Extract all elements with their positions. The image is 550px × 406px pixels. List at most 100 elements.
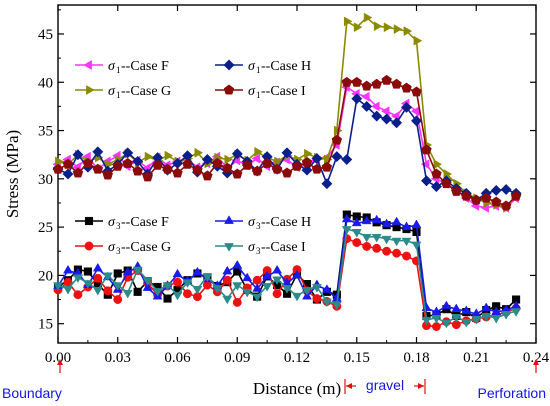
- data-point: [471, 194, 482, 205]
- perforation-annotation: Perforation: [478, 359, 546, 401]
- x-tick-label: 0.15: [344, 350, 370, 366]
- data-point: [481, 192, 492, 203]
- series-3: [52, 74, 522, 211]
- x-tick-label: 0.00: [45, 350, 71, 366]
- legend-entry: σ 3 --Case F: [75, 215, 169, 231]
- data-point: [343, 16, 353, 27]
- series-layer: [52, 12, 522, 332]
- data-point: [122, 289, 133, 299]
- data-point: [291, 160, 303, 171]
- legend-entry: σ 1 --Case F: [75, 59, 169, 75]
- legend-marker: [224, 243, 234, 252]
- data-point: [232, 297, 242, 307]
- data-point: [261, 157, 273, 168]
- data-point: [113, 269, 122, 278]
- data-point: [272, 289, 282, 299]
- x-tick-label: 0.24: [523, 350, 550, 366]
- y-axis-title: Stress (MPa): [3, 130, 22, 218]
- data-point: [431, 168, 442, 179]
- data-point: [202, 170, 213, 181]
- data-point: [72, 149, 84, 161]
- data-point: [73, 290, 83, 300]
- legend-marker: [224, 215, 234, 224]
- data-point: [321, 298, 332, 308]
- data-point: [490, 184, 502, 196]
- legend-entry: σ 1 --Case G: [75, 84, 171, 100]
- data-point: [391, 216, 402, 226]
- legend-subscript: 1: [116, 65, 121, 75]
- data-point: [281, 167, 293, 178]
- data-point: [212, 157, 223, 168]
- data-point: [411, 86, 422, 97]
- legend-entry: σ 1 --Case I: [215, 84, 306, 100]
- data-point: [83, 267, 92, 276]
- data-point: [222, 295, 233, 305]
- y-tick-label: 35: [38, 124, 53, 140]
- legend-symbol: σ: [108, 59, 116, 74]
- data-point: [393, 24, 403, 35]
- data-point: [341, 153, 353, 166]
- data-point: [62, 168, 74, 180]
- data-point: [381, 113, 393, 125]
- legend-entry: σ 3 --Case H: [215, 215, 311, 231]
- data-point: [242, 159, 253, 170]
- data-point: [511, 308, 522, 317]
- data-point: [92, 163, 104, 174]
- data-point: [173, 277, 182, 287]
- data-point: [232, 282, 243, 291]
- x-tick-label: 0.12: [284, 350, 310, 366]
- data-point: [461, 190, 472, 201]
- data-point: [500, 183, 512, 196]
- legend-subscript: 3: [116, 221, 121, 231]
- data-point: [421, 144, 432, 155]
- data-point: [353, 22, 363, 33]
- data-point: [371, 110, 383, 122]
- data-point: [441, 319, 452, 329]
- data-point: [232, 260, 243, 269]
- y-tick-label: 20: [38, 268, 53, 284]
- data-point: [451, 314, 462, 323]
- data-point: [351, 217, 362, 227]
- data-point: [192, 266, 203, 276]
- data-point: [381, 74, 392, 85]
- data-point: [401, 237, 412, 247]
- data-point: [351, 93, 363, 105]
- legend-subscript: 3: [256, 246, 261, 256]
- data-point: [471, 316, 482, 325]
- data-point: [510, 190, 522, 201]
- data-point: [311, 163, 323, 174]
- data-point: [63, 286, 73, 295]
- data-point: [142, 282, 153, 291]
- legend-marker: [84, 241, 94, 251]
- legend-label: --Case I: [261, 84, 306, 99]
- data-point: [402, 251, 411, 261]
- legend-entry: σ 1 --Case H: [215, 59, 311, 75]
- series-7: [53, 226, 522, 329]
- data-point: [55, 156, 64, 167]
- x-tick-label: 0.06: [164, 350, 191, 366]
- data-point: [164, 150, 174, 161]
- data-point: [72, 274, 83, 284]
- data-point: [92, 262, 103, 272]
- data-point: [351, 229, 362, 238]
- data-point: [183, 289, 192, 299]
- data-point: [431, 322, 441, 332]
- data-point: [461, 318, 472, 328]
- data-point: [272, 276, 283, 286]
- data-point: [122, 266, 133, 276]
- legend-subscript: 3: [256, 221, 261, 231]
- legend-label: --Case F: [121, 215, 169, 230]
- data-point: [201, 153, 213, 166]
- data-point: [113, 295, 123, 304]
- data-point: [281, 147, 293, 159]
- legend-label: --Case G: [121, 84, 171, 99]
- legend-marker: [223, 84, 235, 95]
- data-point: [351, 76, 362, 87]
- data-point: [411, 241, 422, 251]
- legend-marker: [84, 216, 94, 226]
- data-point: [271, 163, 283, 174]
- data-point: [192, 286, 203, 295]
- data-point: [430, 181, 442, 193]
- data-point: [133, 287, 142, 296]
